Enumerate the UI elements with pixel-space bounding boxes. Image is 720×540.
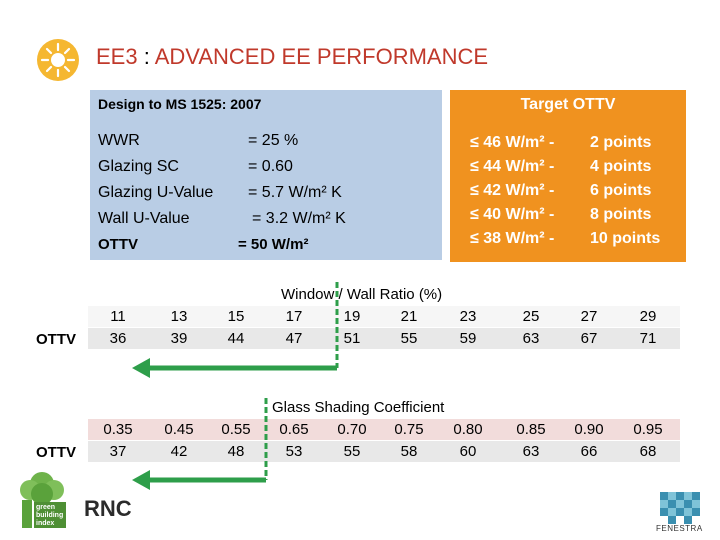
design-heading: Design to MS 1525: 2007 [98, 96, 262, 112]
design-label: Glazing U-Value [98, 184, 214, 201]
sc-ottv-cell: 60 [459, 443, 477, 460]
target-row: ≤ 44 W/m² - 4 points [470, 158, 651, 176]
wwr-cell: 15 [227, 308, 245, 325]
wwr-ottv-cell: 55 [400, 330, 418, 347]
wwr-ottv-label: OTTV [36, 331, 76, 348]
gbi-text-line: building [36, 512, 64, 519]
wwr-cell: 19 [343, 308, 361, 325]
design-value: = 3.2 W/m² K [252, 210, 346, 227]
sc-cell: 0.70 [337, 421, 367, 438]
design-row-glazing-u: Glazing U-Value = 5.7 W/m² K [98, 184, 342, 202]
target-heading: Target OTTV [520, 96, 616, 113]
design-value: = 5.7 W/m² K [248, 184, 342, 201]
sc-cell: 0.85 [516, 421, 546, 438]
design-value: = 0.60 [248, 158, 293, 175]
target-limit: ≤ 38 W/m² - [470, 230, 555, 247]
target-row: ≤ 46 W/m² - 2 points [470, 134, 651, 152]
sc-cell: 0.35 [103, 421, 133, 438]
wwr-cell: 21 [400, 308, 418, 325]
target-row: ≤ 40 W/m² - 8 points [470, 206, 651, 224]
target-points: 8 points [590, 206, 652, 223]
target-row: ≤ 38 W/m² - 10 points [470, 230, 660, 248]
wwr-ottv-row: 36 39 44 47 51 55 59 63 67 71 [88, 328, 680, 349]
fenestra-logo [660, 492, 700, 524]
design-label: Glazing SC [98, 158, 179, 175]
wwr-cell: 13 [170, 308, 188, 325]
sc-cell: 0.55 [221, 421, 251, 438]
design-row-ottv: OTTV = 50 W/m² [98, 236, 308, 253]
title-text: ADVANCED EE PERFORMANCE [154, 44, 489, 69]
target-points: 4 points [590, 158, 652, 175]
gbi-text-line: green [36, 504, 56, 511]
design-spec-box: Design to MS 1525: 2007 WWR = 25 % Glazi… [90, 90, 442, 260]
sc-ottv-cell: 63 [522, 443, 540, 460]
wwr-cell: 29 [639, 308, 657, 325]
wwr-ottv-cell: 39 [170, 330, 188, 347]
sc-ottv-cell: 48 [227, 443, 245, 460]
wwr-ottv-cell: 44 [227, 330, 245, 347]
wwr-ottv-cell: 51 [343, 330, 361, 347]
sc-ottv-cell: 66 [580, 443, 598, 460]
sc-ottv-cell: 68 [639, 443, 657, 460]
design-value: = 25 % [248, 132, 299, 149]
target-points: 2 points [590, 134, 652, 151]
design-label: OTTV [98, 236, 138, 253]
wwr-cell: 25 [522, 308, 540, 325]
target-points: 10 points [590, 230, 661, 247]
target-row: ≤ 42 W/m² - 6 points [470, 182, 651, 200]
wwr-values-row: 11 13 15 17 19 21 23 25 27 29 [88, 306, 680, 327]
target-limit: ≤ 42 W/m² - [470, 182, 555, 199]
design-label: Wall U-Value [98, 210, 190, 227]
gbi-logo-text: green building index [36, 504, 63, 528]
sc-cell: 0.45 [164, 421, 194, 438]
gbi-text-line: index [36, 520, 55, 527]
sun-icon [37, 39, 79, 81]
sc-table-title: Glass Shading Coefficient [272, 399, 445, 416]
page-title: EE3 : ADVANCED EE PERFORMANCE [96, 44, 488, 70]
wwr-cell: 23 [459, 308, 477, 325]
design-row-wwr: WWR = 25 % [98, 132, 298, 150]
wwr-cell: 17 [285, 308, 303, 325]
sc-ottv-row: 37 42 48 53 55 58 60 63 66 68 [88, 441, 680, 462]
title-separator: : [137, 44, 155, 69]
target-limit: ≤ 44 W/m² - [470, 158, 555, 175]
wwr-ottv-cell: 47 [285, 330, 303, 347]
sc-ottv-cell: 37 [109, 443, 127, 460]
target-points: 6 points [590, 182, 652, 199]
wwr-ottv-cell: 36 [109, 330, 127, 347]
design-row-wall-u: Wall U-Value = 3.2 W/m² K [98, 210, 346, 228]
wwr-arrow [132, 358, 337, 378]
target-ottv-box: Target OTTV ≤ 46 W/m² - 2 points ≤ 44 W/… [450, 90, 686, 262]
fenestra-logo-text: FENESTRA [656, 524, 703, 533]
sc-ottv-cell: 53 [285, 443, 303, 460]
wwr-ottv-cell: 71 [639, 330, 657, 347]
wwr-ottv-cell: 59 [459, 330, 477, 347]
sc-ottv-cell: 42 [170, 443, 188, 460]
wwr-table-title: Window / Wall Ratio (%) [281, 286, 443, 303]
sc-cell: 0.80 [453, 421, 483, 438]
sc-ottv-cell: 58 [400, 443, 418, 460]
design-row-sc: Glazing SC = 0.60 [98, 158, 293, 176]
sc-cell: 0.90 [574, 421, 604, 438]
target-limit: ≤ 46 W/m² - [470, 134, 555, 151]
design-label: WWR [98, 132, 140, 149]
title-code: EE3 [96, 44, 138, 69]
sc-cell: 0.65 [279, 421, 309, 438]
sc-cell: 0.75 [394, 421, 424, 438]
wwr-cell: 27 [580, 308, 598, 325]
org-name: RNC [84, 496, 132, 521]
green-building-index-logo [20, 472, 66, 528]
sc-ottv-cell: 55 [343, 443, 361, 460]
wwr-ottv-cell: 67 [580, 330, 598, 347]
sc-arrow [132, 470, 266, 490]
wwr-cell: 11 [110, 308, 126, 325]
target-limit: ≤ 40 W/m² - [470, 206, 555, 223]
sc-values-row: 0.35 0.45 0.55 0.65 0.70 0.75 0.80 0.85 0.90 0.95 [88, 419, 680, 440]
sc-ottv-label: OTTV [36, 444, 76, 461]
design-value: = 50 W/m² [238, 236, 309, 253]
wwr-ottv-cell: 63 [522, 330, 540, 347]
sc-cell: 0.95 [633, 421, 663, 438]
